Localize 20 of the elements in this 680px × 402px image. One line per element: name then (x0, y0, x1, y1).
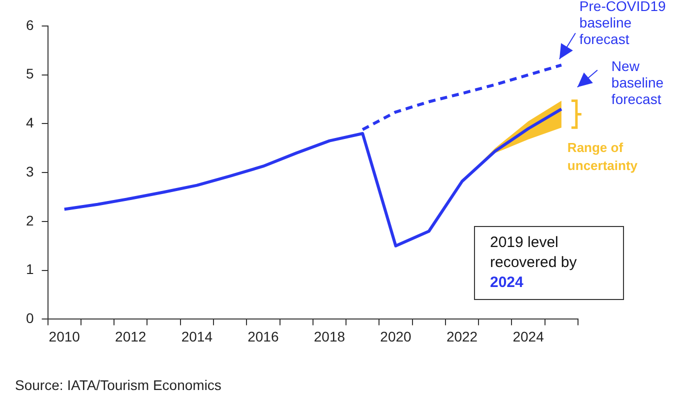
x-tick-label: 2014 (181, 328, 213, 344)
source-note: Source: IATA/Tourism Economics (15, 376, 222, 393)
x-tick-label: 2010 (48, 328, 80, 344)
y-tick-label: 4 (26, 114, 34, 131)
annotation: Range of uncertainty (567, 140, 638, 174)
x-tick-label: 2020 (380, 328, 412, 344)
x-tick-label: 2012 (115, 328, 146, 344)
note-box: 2019 level recovered by 2024 (474, 226, 624, 300)
legend-label: New baseline forecast (611, 58, 664, 107)
y-tick-label: 5 (26, 66, 34, 82)
x-tick-label: 2022 (446, 328, 478, 344)
y-tick-label: 1 (26, 261, 34, 278)
y-tick-label: 2 (26, 212, 34, 228)
x-tick-label: 2016 (248, 328, 279, 344)
x-tick-label: 2018 (314, 328, 346, 344)
y-tick-label: 6 (26, 16, 34, 33)
y-tick-label: 3 (26, 163, 34, 180)
y-tick-label: 0 (26, 310, 34, 326)
x-tick-label: 2024 (512, 328, 544, 344)
series-label: Pre-COVID19 baseline forecast (579, 0, 666, 47)
